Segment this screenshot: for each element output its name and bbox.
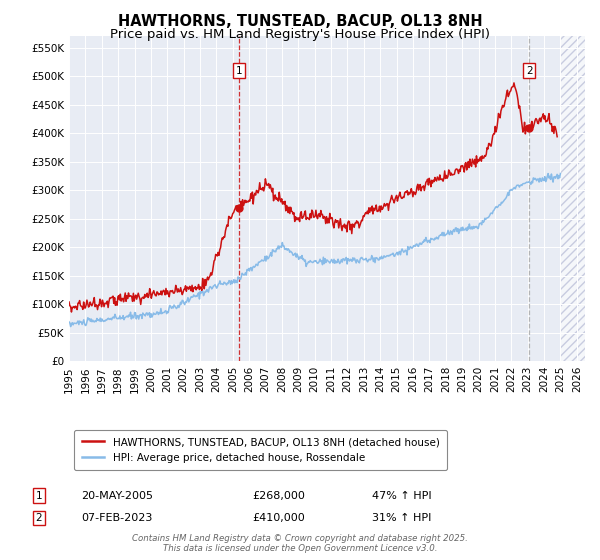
Text: 20-MAY-2005: 20-MAY-2005 bbox=[81, 491, 153, 501]
Text: 2: 2 bbox=[526, 66, 532, 76]
Bar bbox=[560, 36, 585, 361]
Text: 2: 2 bbox=[35, 513, 43, 523]
Text: 1: 1 bbox=[236, 66, 242, 76]
Text: £268,000: £268,000 bbox=[252, 491, 305, 501]
Text: Contains HM Land Registry data © Crown copyright and database right 2025.
This d: Contains HM Land Registry data © Crown c… bbox=[132, 534, 468, 553]
Text: HAWTHORNS, TUNSTEAD, BACUP, OL13 8NH: HAWTHORNS, TUNSTEAD, BACUP, OL13 8NH bbox=[118, 14, 482, 29]
Text: Price paid vs. HM Land Registry's House Price Index (HPI): Price paid vs. HM Land Registry's House … bbox=[110, 28, 490, 41]
Text: 07-FEB-2023: 07-FEB-2023 bbox=[81, 513, 152, 523]
Text: 1: 1 bbox=[35, 491, 43, 501]
Text: 47% ↑ HPI: 47% ↑ HPI bbox=[372, 491, 431, 501]
Legend: HAWTHORNS, TUNSTEAD, BACUP, OL13 8NH (detached house), HPI: Average price, detac: HAWTHORNS, TUNSTEAD, BACUP, OL13 8NH (de… bbox=[74, 430, 447, 470]
Text: £410,000: £410,000 bbox=[252, 513, 305, 523]
Text: 31% ↑ HPI: 31% ↑ HPI bbox=[372, 513, 431, 523]
